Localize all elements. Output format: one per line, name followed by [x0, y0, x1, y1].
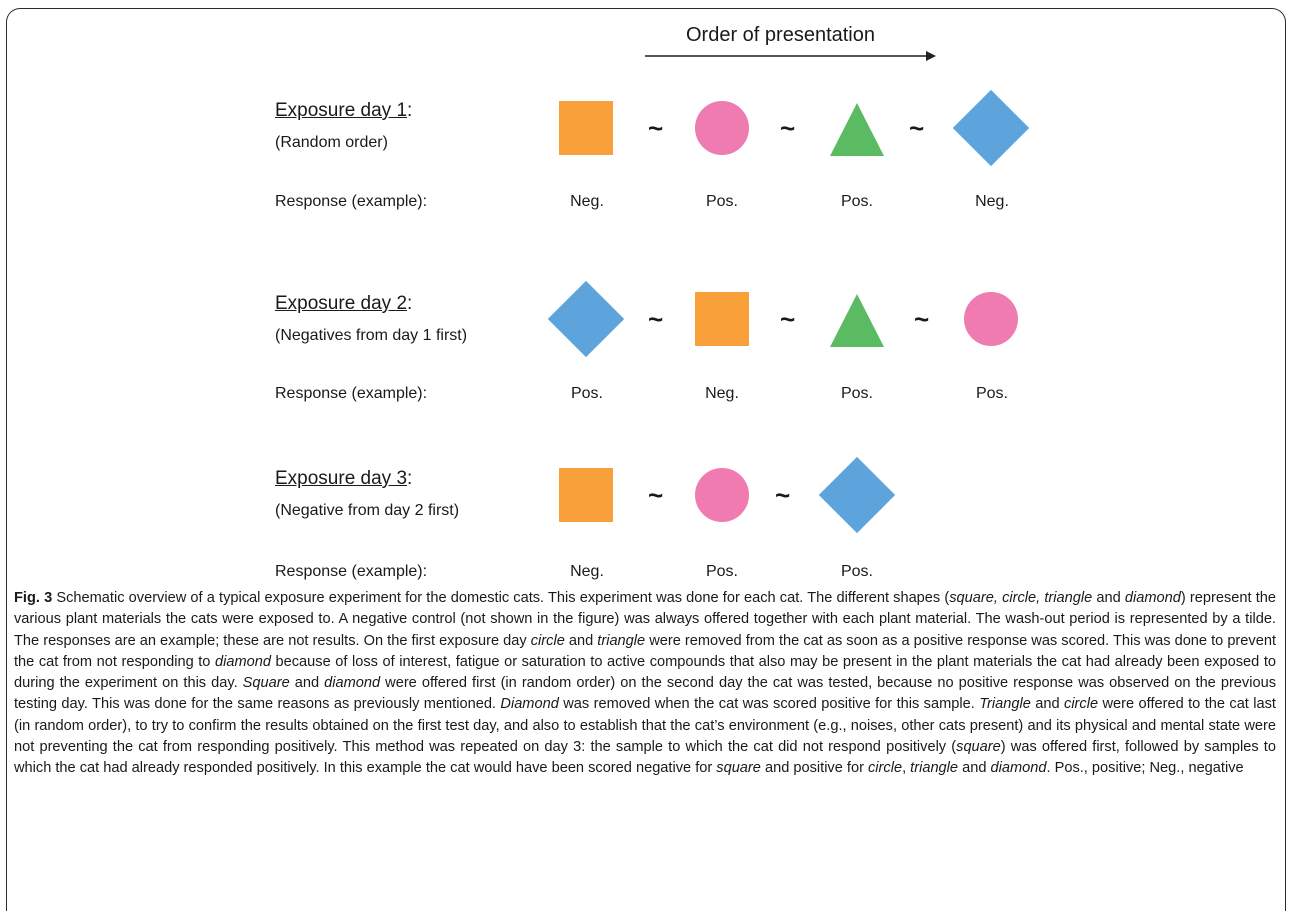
day2-title: Exposure day 2: [275, 293, 413, 314]
caption-run: , [902, 760, 911, 777]
caption-run: and [1092, 590, 1125, 606]
day3-title: Exposure day 3: [275, 468, 413, 489]
day2-subtitle: (Negatives from day 1 first) [275, 327, 468, 344]
caption-italic-term: triangle [910, 760, 959, 777]
caption-run: were removed from the cat as soon as a p… [14, 632, 1276, 670]
figure-caption: Fig. 3 Schematic overview of a typical e… [14, 588, 1276, 780]
caption-italic-term: square [956, 739, 1001, 756]
day2-diamond [547, 280, 625, 358]
day1-response-4: Neg. [975, 193, 1009, 210]
day1-response-2: Pos. [705, 193, 738, 210]
day3-response-1: Neg. [570, 563, 604, 580]
figure-frame [6, 8, 1286, 911]
caption-italic-term: Square [242, 675, 290, 692]
caption-italic-term: triangle [597, 632, 646, 649]
caption-italic-term: diamond [990, 760, 1047, 777]
caption-italic-term: Triangle [979, 696, 1031, 713]
day2-response-2: Neg. [705, 385, 739, 402]
caption-italic-term: square, circle, triangle [949, 590, 1093, 606]
day2-square [695, 292, 749, 346]
caption-italic-term: circle [1064, 696, 1099, 713]
caption-run: because of loss of interest, fatigue or … [14, 653, 1276, 692]
caption-italic-term: circle [868, 760, 903, 777]
day3-response-2: Pos. [705, 563, 738, 580]
caption-italic-term: diamond [1124, 590, 1181, 606]
day1-tilde-3: ~ [909, 113, 925, 143]
caption-text: Schematic overview of a typical exposure… [14, 590, 1276, 776]
caption-run: was removed when the cat was scored posi… [558, 696, 980, 713]
day1-diamond [952, 89, 1030, 167]
day3-response-label: Response (example): [275, 563, 428, 580]
day3-diamond [818, 456, 896, 534]
day1-subtitle: (Random order) [275, 134, 388, 151]
caption-italic-term: square [716, 760, 761, 777]
day3-tilde-1: ~ [648, 480, 664, 510]
day3-subtitle: (Negative from day 2 first) [275, 502, 460, 519]
order-label: Order of presentation [686, 24, 875, 46]
day2-response-label: Response (example): [275, 385, 428, 402]
day2-circle [964, 292, 1018, 346]
caption-run: were offered first (in random order) on … [14, 675, 1276, 713]
caption-italic-term: circle [530, 632, 565, 649]
caption-run: ) represent the various plant materials … [14, 590, 1276, 649]
day1-response-1: Neg. [570, 193, 604, 210]
day1-tilde-2: ~ [780, 113, 796, 143]
day1-response-3: Pos. [840, 193, 873, 210]
caption-run: were offered to the cat last (in random … [14, 696, 1276, 756]
day2-tilde-3: ~ [914, 304, 930, 334]
day3-tilde-2: ~ [775, 480, 791, 510]
caption-run: ) was offered first, followed by samples… [14, 739, 1276, 777]
caption-run: and positive for [760, 760, 868, 777]
day3-response-3: Pos. [840, 563, 873, 580]
order-arrow [645, 51, 936, 61]
day1-square [559, 101, 613, 155]
day1-triangle [830, 103, 884, 156]
day3-square [559, 468, 613, 522]
day1-title: Exposure day 1: [275, 100, 413, 121]
day1-response-label: Response (example): [275, 193, 428, 210]
day2-response-1: Pos. [570, 385, 603, 402]
day1-tilde-1: ~ [648, 113, 664, 143]
caption-run: and [958, 760, 991, 777]
caption-run: Schematic overview of a typical exposure… [52, 590, 950, 606]
caption-italic-term: diamond [214, 653, 271, 670]
exposure-diagram: Order of presentation Exposure day 1: (R… [275, 24, 1030, 580]
caption-italic-term: diamond [324, 675, 381, 692]
day2-tilde-2: ~ [780, 304, 796, 334]
day2-response-4: Pos. [975, 385, 1008, 402]
caption-run: . Pos., positive; Neg., negative [1046, 760, 1244, 777]
caption-run: and [289, 675, 325, 692]
day1-circle [695, 101, 749, 155]
caption-italic-term: Diamond [500, 696, 559, 713]
figure-label: Fig. 3 [14, 590, 53, 606]
day2-tilde-1: ~ [648, 304, 664, 334]
day2-triangle [830, 294, 884, 347]
day2-response-3: Pos. [840, 385, 873, 402]
caption-run: and [1030, 696, 1065, 713]
day3-circle [695, 468, 749, 522]
caption-run: and [564, 632, 598, 649]
